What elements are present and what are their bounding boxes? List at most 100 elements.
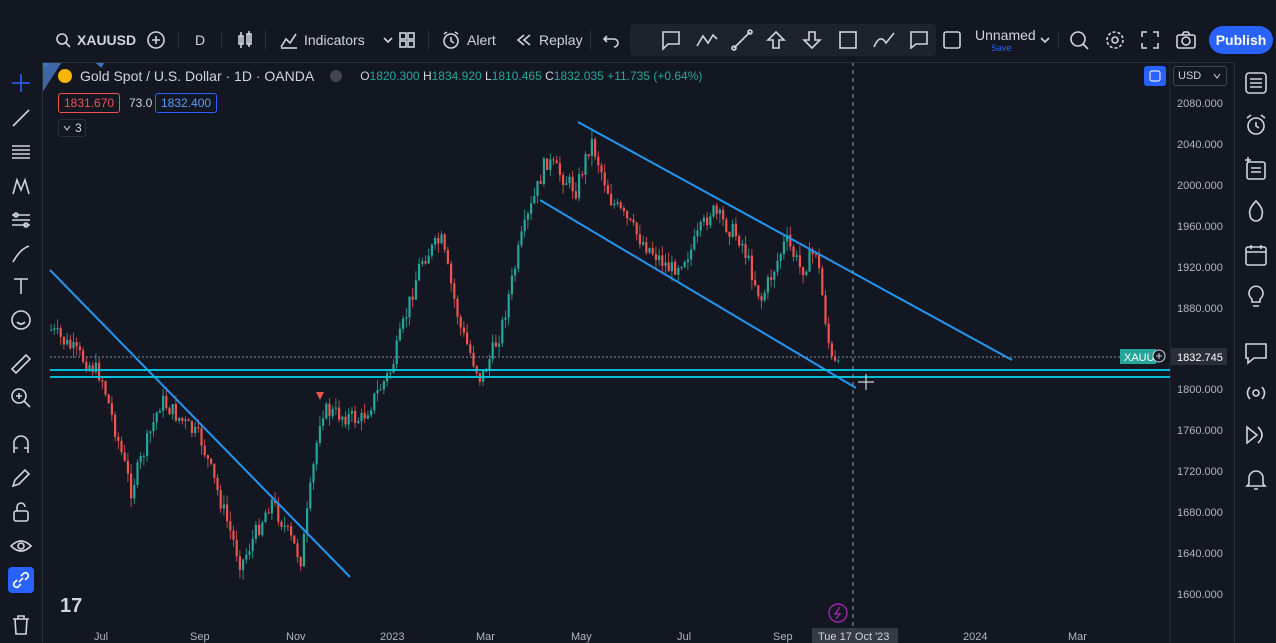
undo-button[interactable] bbox=[602, 27, 620, 53]
note-tool-button[interactable] bbox=[908, 27, 930, 53]
candle-body bbox=[738, 236, 741, 246]
widget-bar bbox=[1234, 62, 1276, 643]
downtrend-line-left[interactable] bbox=[49, 269, 351, 578]
text-tool-button[interactable] bbox=[8, 273, 34, 299]
candle-body bbox=[677, 267, 680, 275]
brush-tool-button-left[interactable] bbox=[8, 241, 34, 267]
sync-drawings-button[interactable] bbox=[8, 567, 34, 593]
playback-button[interactable] bbox=[1243, 422, 1269, 448]
line-tool-button[interactable] bbox=[8, 105, 34, 131]
lightning-icon[interactable] bbox=[828, 603, 848, 623]
candle-body bbox=[398, 328, 401, 341]
chart-type-button[interactable] bbox=[236, 27, 254, 53]
high-value: 1834.920 bbox=[431, 69, 482, 83]
rewind-icon bbox=[516, 34, 531, 46]
brush-tool-button[interactable] bbox=[872, 27, 896, 53]
data-window-button[interactable] bbox=[1243, 156, 1269, 182]
candle-body bbox=[165, 395, 168, 409]
candle-body bbox=[542, 158, 545, 184]
candle-body bbox=[174, 404, 177, 421]
calendar-button[interactable] bbox=[1243, 242, 1269, 268]
hide-drawings-button[interactable] bbox=[8, 533, 34, 559]
candle-body bbox=[610, 193, 613, 206]
candle-body bbox=[619, 202, 622, 209]
pattern-tool-button[interactable] bbox=[8, 173, 34, 199]
currency-select[interactable]: USD bbox=[1173, 66, 1227, 86]
candle-body bbox=[101, 380, 104, 382]
gear-icon bbox=[1106, 31, 1124, 49]
lock-drawings-button[interactable] bbox=[8, 499, 34, 525]
settings-button[interactable] bbox=[1104, 27, 1126, 53]
auto-scale-button[interactable] bbox=[1144, 66, 1166, 86]
indicators-collapse-button[interactable]: 3 bbox=[58, 119, 86, 137]
candle-body bbox=[219, 490, 222, 509]
snapshot-button[interactable] bbox=[1175, 27, 1197, 53]
zoom-tool-button[interactable] bbox=[8, 385, 34, 411]
remove-drawings-button[interactable] bbox=[8, 612, 34, 638]
compare-symbol-button[interactable] bbox=[146, 27, 166, 53]
candle-body bbox=[187, 419, 190, 422]
hotlists-button[interactable] bbox=[1243, 198, 1269, 224]
candle-body bbox=[664, 262, 667, 266]
layout-button[interactable] bbox=[942, 27, 962, 53]
rectangle-tool-button[interactable] bbox=[837, 27, 859, 53]
candle-body bbox=[654, 254, 657, 260]
publish-button[interactable]: Publish bbox=[1209, 26, 1273, 54]
candle-body bbox=[440, 234, 443, 244]
change-value: +11.735 (+0.64%) bbox=[607, 69, 703, 83]
crosshair-tool-button[interactable] bbox=[8, 70, 34, 96]
pattern-icon bbox=[12, 177, 30, 195]
arrow-up-tool-button[interactable] bbox=[766, 27, 786, 53]
candle-body bbox=[782, 241, 785, 255]
path-tool-button[interactable] bbox=[695, 27, 719, 53]
alerts-panel-button[interactable] bbox=[1243, 112, 1269, 138]
candle-body bbox=[334, 407, 337, 409]
comment-tool-button[interactable] bbox=[660, 27, 682, 53]
interval-button[interactable]: D bbox=[195, 27, 205, 53]
candle-body bbox=[280, 521, 283, 527]
templates-button[interactable] bbox=[398, 27, 416, 53]
ideas-button[interactable] bbox=[1243, 284, 1269, 310]
notifications-button[interactable] bbox=[1243, 466, 1269, 492]
sell-price-button[interactable]: 1831.670 bbox=[58, 93, 121, 113]
magnet-button[interactable] bbox=[8, 431, 34, 457]
candle-body bbox=[421, 261, 424, 264]
layout-name-button[interactable]: Unnamed Save bbox=[975, 27, 1037, 53]
candle-body bbox=[472, 352, 475, 367]
legend-collapse-icon[interactable] bbox=[330, 70, 343, 82]
crosshair-cursor-icon bbox=[858, 374, 874, 390]
replay-button[interactable]: Replay bbox=[515, 27, 583, 53]
arrow-down-tool-button[interactable] bbox=[802, 27, 822, 53]
stay-drawing-button[interactable] bbox=[8, 465, 34, 491]
quick-search-button[interactable] bbox=[1068, 27, 1090, 53]
current-price-tag: 1832.745 bbox=[1177, 352, 1223, 364]
measure-tool-button[interactable] bbox=[8, 351, 34, 377]
candle-body bbox=[622, 208, 625, 212]
candle-body bbox=[178, 417, 181, 421]
candle-body bbox=[754, 280, 757, 286]
prediction-tool-button[interactable] bbox=[8, 207, 34, 233]
candle-body bbox=[613, 203, 616, 206]
streams-button[interactable] bbox=[1243, 380, 1269, 406]
candle-body bbox=[347, 413, 350, 425]
undo-icon bbox=[602, 35, 619, 48]
candle-body bbox=[606, 185, 609, 194]
trendline-tool-button[interactable] bbox=[731, 27, 753, 53]
candle-body bbox=[229, 521, 232, 531]
fullscreen-button[interactable] bbox=[1140, 27, 1160, 53]
fib-tool-button[interactable] bbox=[8, 139, 34, 165]
candle-body bbox=[706, 217, 709, 226]
candle-body bbox=[306, 508, 309, 535]
chats-button[interactable] bbox=[1243, 340, 1269, 366]
alert-button[interactable]: Alert bbox=[441, 27, 496, 53]
candle-body bbox=[616, 202, 619, 204]
watchlist-button[interactable] bbox=[1243, 70, 1269, 96]
symbol-search-button[interactable]: XAUUSD bbox=[55, 27, 136, 53]
price-tick-label: 1600.000 bbox=[1177, 589, 1223, 601]
channel-upper-line[interactable] bbox=[577, 121, 1013, 361]
layout-menu-button[interactable] bbox=[1038, 27, 1052, 53]
icon-tool-button[interactable] bbox=[8, 307, 34, 333]
buy-price-button[interactable]: 1832.400 bbox=[155, 93, 218, 113]
indicators-button[interactable]: Indicators bbox=[280, 27, 395, 53]
